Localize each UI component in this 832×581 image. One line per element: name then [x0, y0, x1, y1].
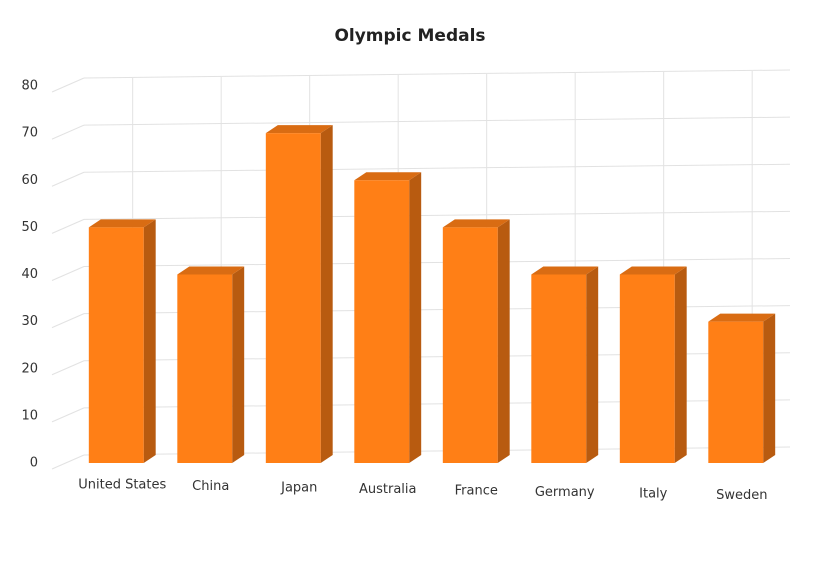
- grid-line: [51, 77, 85, 93]
- bar-top: [708, 313, 776, 322]
- bar-top: [619, 266, 687, 275]
- bar: [708, 321, 764, 463]
- x-tick-label: Germany: [535, 485, 595, 500]
- bar: [619, 274, 675, 463]
- bar: [531, 274, 587, 463]
- bar-top: [177, 266, 245, 275]
- bar-side: [232, 266, 245, 463]
- y-tick-label: 70: [21, 126, 38, 141]
- bar-side: [409, 172, 422, 463]
- bar-top: [442, 219, 510, 228]
- x-tick-label: United States: [78, 478, 166, 493]
- grid-line: [51, 266, 85, 281]
- grid-line: [51, 360, 85, 376]
- bar-side: [674, 266, 687, 463]
- bar: [442, 227, 498, 463]
- bar-top: [531, 266, 599, 275]
- grid-line: [83, 210, 791, 220]
- bar: [88, 227, 144, 463]
- bar-top: [265, 125, 333, 134]
- grid-line: [51, 171, 85, 187]
- grid-line: [51, 313, 85, 329]
- bar-side: [320, 125, 333, 463]
- grid-line: [51, 124, 85, 140]
- x-tick-label: Italy: [639, 487, 668, 502]
- grid-line: [83, 163, 791, 173]
- x-tick-label: Sweden: [716, 488, 767, 503]
- bar-side: [763, 313, 776, 463]
- bar-top: [354, 172, 422, 181]
- y-tick-label: 50: [21, 220, 38, 235]
- x-tick-label: Japan: [280, 481, 317, 496]
- y-tick-label: 10: [21, 408, 38, 423]
- bar-side: [586, 266, 599, 463]
- bar-side: [497, 219, 510, 463]
- grid-line: [83, 116, 791, 126]
- x-tick-label: Australia: [359, 482, 417, 497]
- grid-line: [83, 69, 791, 79]
- bar-top: [88, 219, 156, 228]
- x-tick-label: France: [455, 484, 498, 499]
- bar: [354, 180, 410, 463]
- bar: [265, 133, 321, 463]
- bar: [177, 274, 233, 463]
- y-tick-label: 0: [30, 456, 38, 471]
- y-tick-label: 30: [21, 314, 38, 329]
- grid-line: [51, 407, 85, 423]
- y-tick-label: 20: [21, 361, 38, 376]
- grid-line: [51, 454, 85, 470]
- y-tick-label: 60: [21, 173, 38, 188]
- y-tick-label: 40: [21, 267, 38, 282]
- y-tick-label: 80: [21, 79, 38, 94]
- bar-side: [143, 219, 156, 463]
- x-tick-label: China: [192, 479, 229, 494]
- chart-title: Olympic Medals: [334, 26, 485, 46]
- grid-line: [83, 258, 791, 267]
- grid-line: [51, 218, 85, 234]
